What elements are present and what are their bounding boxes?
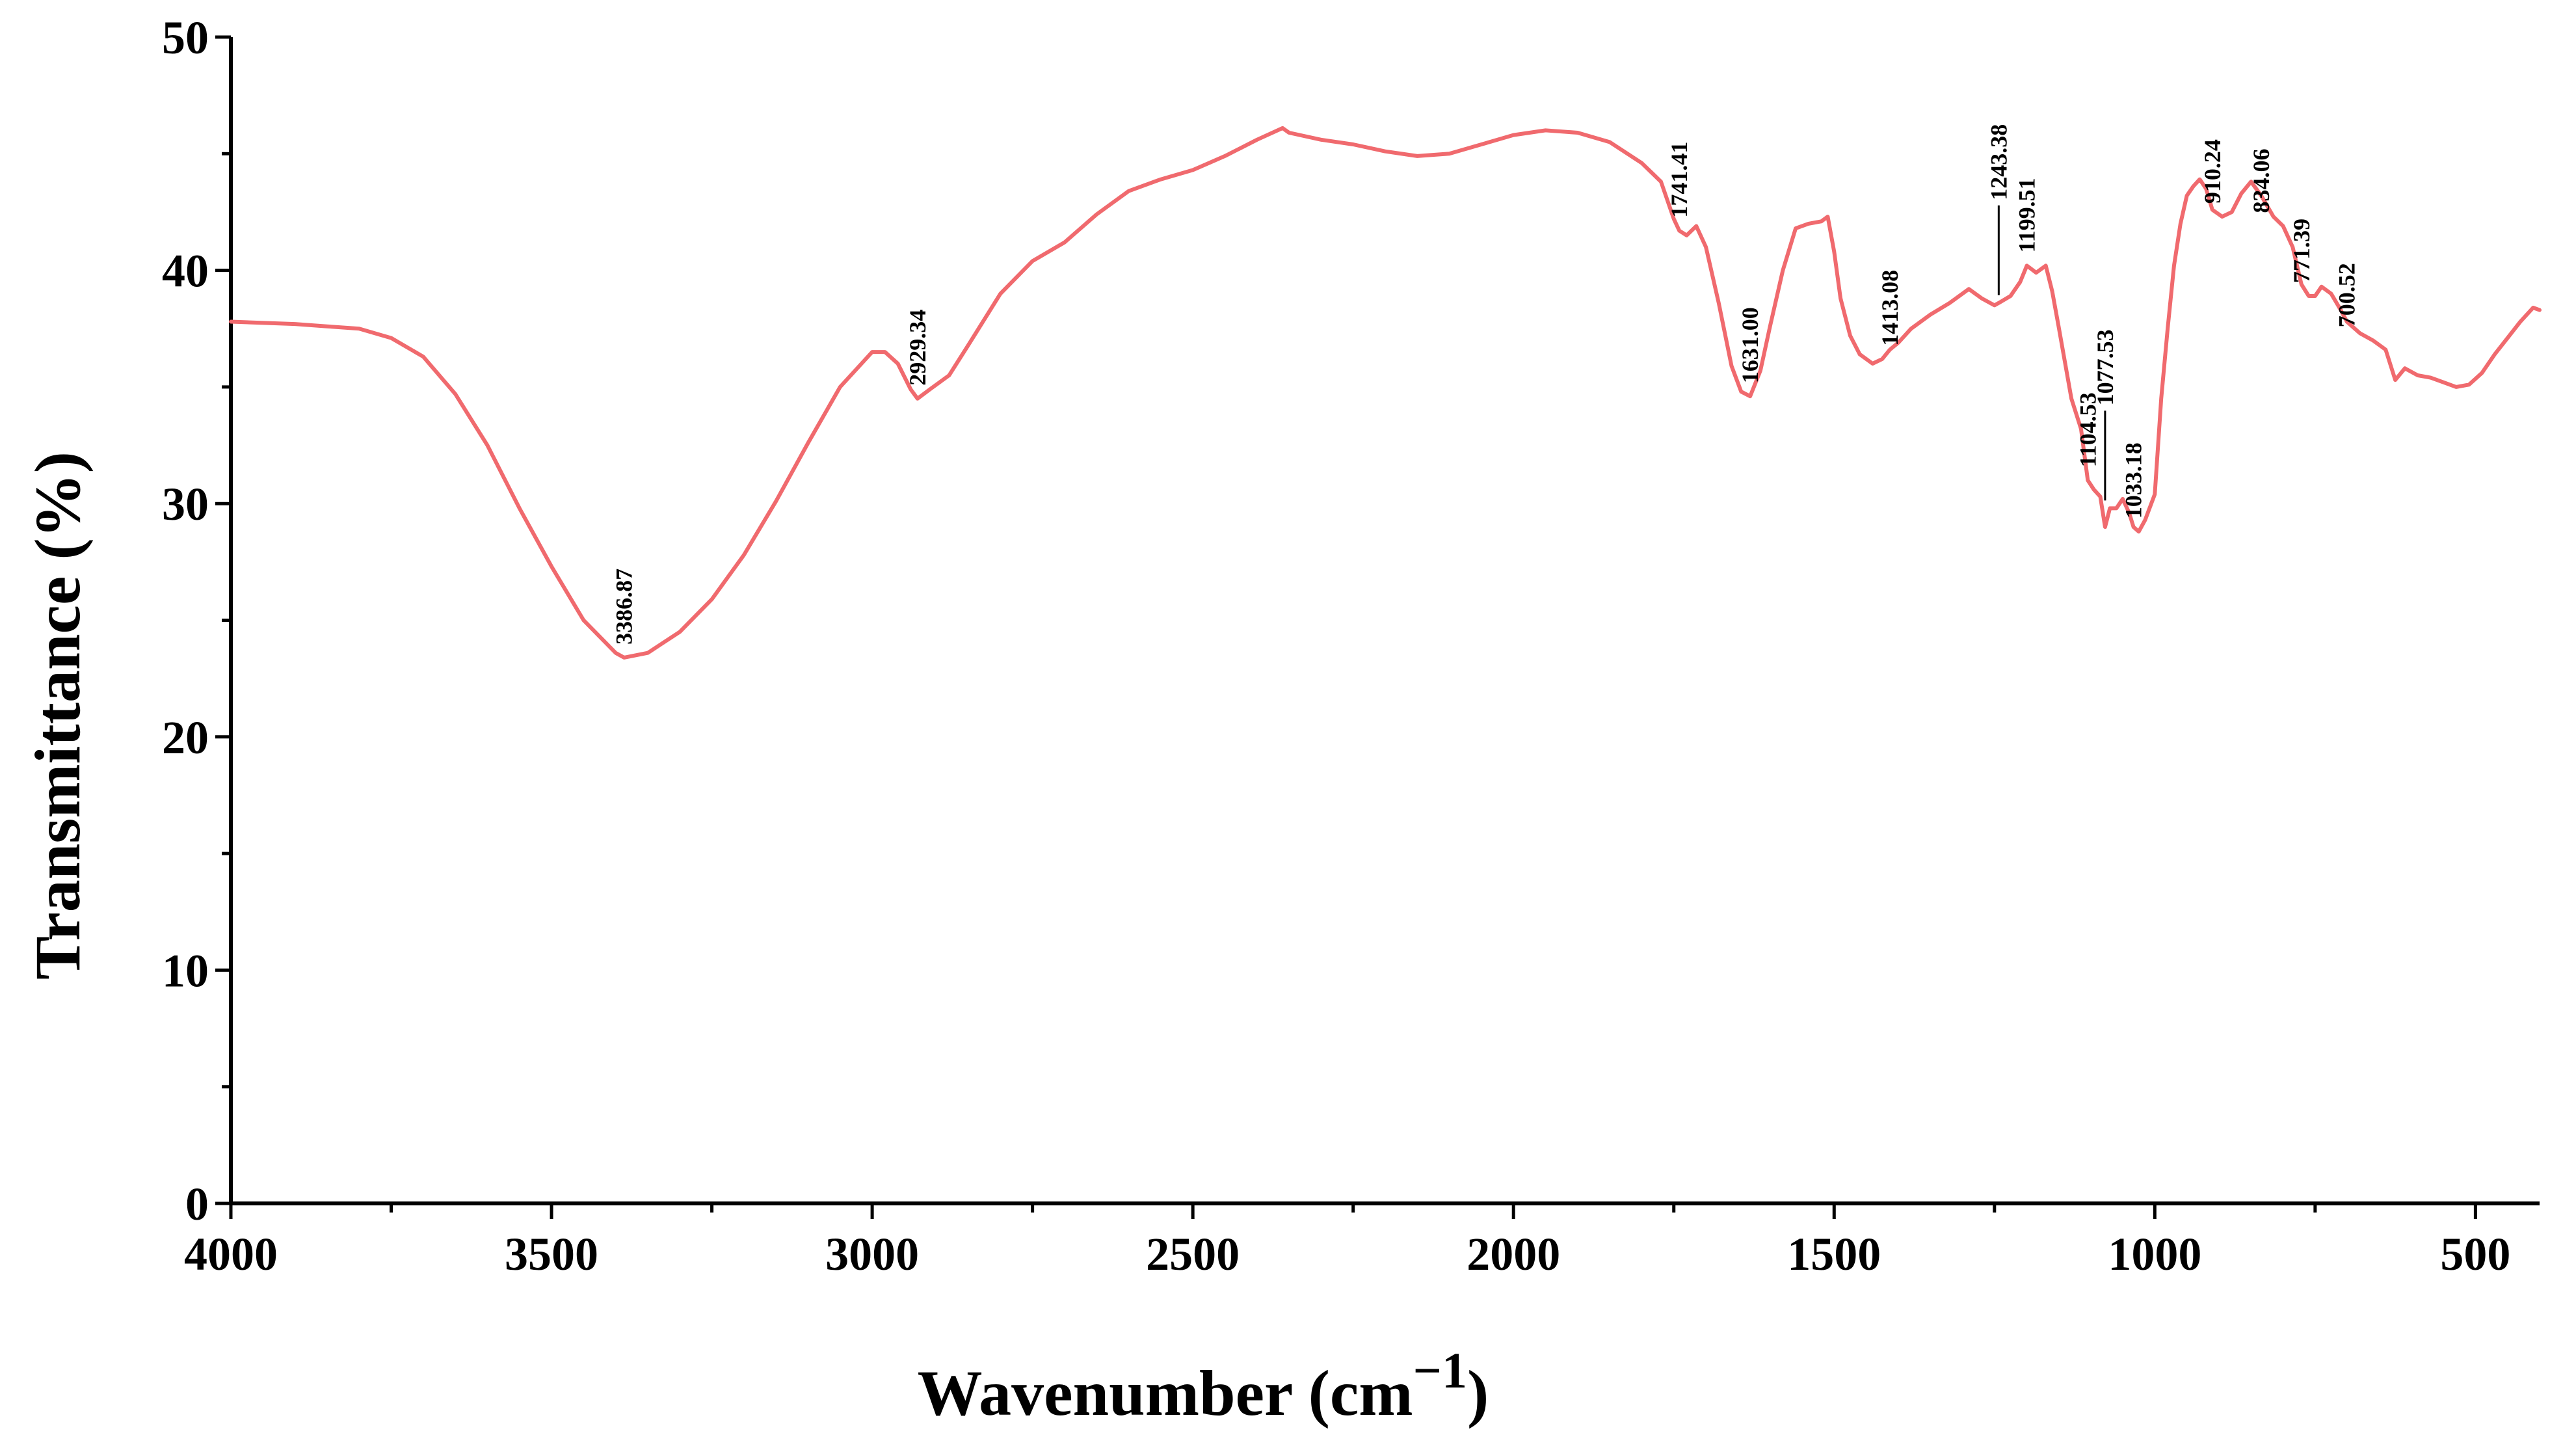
peak-label: 1413.08: [1877, 270, 1903, 346]
x-tick-label: 1500: [1787, 1228, 1881, 1280]
x-tick-label: 3000: [825, 1228, 919, 1280]
x-tick-label: 3500: [505, 1228, 598, 1280]
peak-label: 3386.87: [611, 569, 637, 645]
x-ticks: 4000 3500 3000 2500 2000 1500 1000 500: [184, 1203, 2510, 1280]
peak-label: 1741.41: [1666, 142, 1692, 218]
peak-label: 1104.53: [2075, 392, 2101, 467]
peak-label: 1199.51: [2014, 178, 2040, 252]
x-tick-label: 1000: [2108, 1228, 2201, 1280]
y-tick-label: 20: [162, 712, 209, 764]
x-tick-label: 2500: [1146, 1228, 1240, 1280]
spectrum-line: [229, 126, 2542, 660]
peak-annotations: 3386.87 2929.34 1741.41 1631.00 1413.08 1243.…: [611, 124, 2360, 645]
peak-label: 1077.53: [2092, 329, 2118, 405]
y-axis-title: Transmittance (%): [21, 451, 94, 980]
peak-label: 771.39: [2289, 219, 2315, 283]
chart-axes: [229, 37, 2540, 1205]
y-tick-label: 50: [162, 12, 209, 64]
y-tick-label: 0: [185, 1178, 209, 1230]
peak-label: 834.06: [2248, 149, 2274, 213]
peak-label: 1243.38: [1985, 124, 2012, 200]
y-tick-label: 40: [162, 245, 209, 297]
y-tick-label: 10: [162, 945, 209, 997]
x-tick-label: 2000: [1467, 1228, 1560, 1280]
x-axis-title-superscript: −1: [1413, 1342, 1467, 1399]
x-tick-label: 500: [2440, 1228, 2510, 1280]
peak-label: 1033.18: [2121, 442, 2147, 518]
x-tick-label: 4000: [184, 1228, 278, 1280]
y-tick-label: 30: [162, 478, 209, 530]
x-axis-title-suffix: ): [1467, 1357, 1489, 1429]
peak-label: 2929.34: [905, 310, 931, 386]
x-axis-title: Wavenumber (cm−1): [918, 1342, 1489, 1429]
peak-label: 1631.00: [1737, 307, 1763, 383]
x-axis-title-main: Wavenumber (cm: [918, 1357, 1413, 1429]
peak-label: 700.52: [2334, 263, 2360, 327]
peak-label: 910.24: [2199, 139, 2225, 204]
y-ticks: 0 10 20 30 40 50: [162, 12, 231, 1230]
series-group: [229, 126, 2542, 660]
